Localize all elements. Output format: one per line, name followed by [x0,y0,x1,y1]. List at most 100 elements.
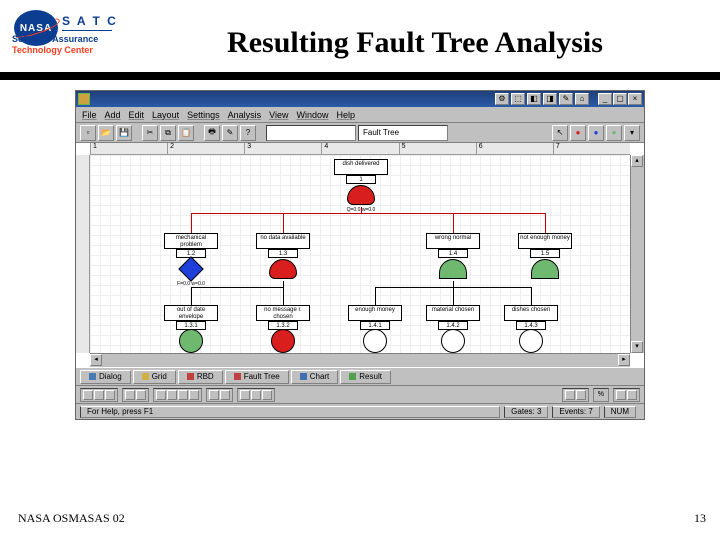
page-number: 13 [694,511,706,526]
ft-node-label: dish delivered [334,159,388,175]
and-gate-icon [531,259,559,279]
menu-file[interactable]: File [82,110,97,120]
titlebar-tool-icon[interactable]: ⚙ [495,93,509,105]
event-gate-icon [271,329,295,353]
nasa-satc-logo: NASA S A T C Software Assurance Technolo… [12,8,122,68]
menu-help[interactable]: Help [337,110,356,120]
print-button[interactable]: 🖶 [204,125,220,141]
ft-node-id: 1.5 [530,249,560,258]
status-events: Events: 7 [552,406,599,418]
ft-node-label: enough money [348,305,402,321]
ft-node-id: 1.3 [268,249,298,258]
tab-chart[interactable]: Chart [291,370,339,384]
ft-node-label: wrong normal [426,233,480,249]
zoom-field[interactable] [266,125,356,141]
cut-button[interactable]: ✂ [142,125,158,141]
close-button[interactable]: × [628,93,642,105]
menu-window[interactable]: Window [296,110,328,120]
tab-result[interactable]: Result [340,370,391,384]
titlebar-tool-icons: ⚙⬚◧◨✎⌂ [494,93,589,105]
titlebar-tool-icon[interactable]: ◧ [527,93,541,105]
ft-node-label: no data available [256,233,310,249]
horizontal-scrollbar[interactable]: ◂ ▸ [90,353,630,367]
menu-bar[interactable]: File Add Edit Layout Settings Analysis View Win… [76,107,644,123]
scroll-down-button[interactable]: ▾ [631,341,643,353]
tab-dialog[interactable]: Dialog [80,370,131,384]
help-button[interactable]: ? [240,125,256,141]
open-button[interactable]: 📂 [98,125,114,141]
tab-fault-tree[interactable]: Fault Tree [225,370,289,384]
scroll-up-button[interactable]: ▴ [631,155,643,167]
menu-layout[interactable]: Layout [152,110,179,120]
minimize-button[interactable]: _ [598,93,612,105]
scroll-left-button[interactable]: ◂ [90,354,102,366]
ft-node-label: dishes chosen [504,305,558,321]
ft-node-label: material chosen [426,305,480,321]
scroll-right-button[interactable]: ▸ [618,354,630,366]
menu-settings[interactable]: Settings [187,110,220,120]
menu-add[interactable]: Add [105,110,121,120]
status-gates: Gates: 3 [504,406,548,418]
view-combo[interactable]: Fault Tree [358,125,448,141]
ft-node-label: not enough money [518,233,572,249]
save-button[interactable]: 💾 [116,125,132,141]
ft-node-1.3.2[interactable]: no message r. chosen1.3.2 [256,305,310,352]
menu-view[interactable]: View [269,110,288,120]
titlebar-tool-icon[interactable]: ◨ [543,93,557,105]
event-gate-icon [519,329,543,353]
status-bar: For Help, press F1 Gates: 3 Events: 7 NU… [76,403,644,419]
canvas-area[interactable]: 1234567 ▴ ▾ ◂ ▸ dish delivered1Q=0.0 w=0… [76,143,644,367]
pointer-button[interactable]: ✎ [222,125,238,141]
satc-label: S A T C [62,14,118,28]
select-tool-button[interactable]: ↖ [552,125,568,141]
tab-rbd[interactable]: RBD [178,370,223,384]
fault-tree-diagram[interactable]: dish delivered1Q=0.0 w=0.0 mechanical pro… [90,155,630,353]
menu-analysis[interactable]: Analysis [228,110,262,120]
ft-node-1.2[interactable]: mechanical problem1.2F=0.0 w=0.0 [164,233,218,287]
more-tools-button[interactable]: ▾ [624,125,640,141]
options-strip[interactable]: % [76,385,644,403]
maximize-button[interactable]: ▢ [613,93,627,105]
ft-node-label: mechanical problem [164,233,218,249]
view-tab-strip[interactable]: DialogGridRBDFault TreeChartResult [76,367,644,385]
diamond-gate-icon [178,256,203,281]
ft-node-1.3[interactable]: no data available1.3 [256,233,310,280]
title-divider [0,72,720,80]
ft-node-1[interactable]: dish delivered1Q=0.0 w=0.0 [334,159,388,213]
new-button[interactable]: ▫ [80,125,96,141]
tab-icon [187,373,194,380]
ft-node-1.5[interactable]: not enough money1.5 [518,233,572,280]
tab-icon [300,373,307,380]
ft-node-label: no message r. chosen [256,305,310,321]
ft-node-1.3.1[interactable]: out of date envelope1.3.1 [164,305,218,352]
paste-button[interactable]: 📋 [178,125,194,141]
fault-tree-app-window: ⚙⬚◧◨✎⌂ _▢× FileAddEditLayoutSettingsAnal… [75,90,645,420]
tab-icon [89,373,96,380]
titlebar-tool-icon[interactable]: ⌂ [575,93,589,105]
event-gate-icon [441,329,465,353]
tab-grid[interactable]: Grid [133,370,176,384]
ft-node-id: 1 [346,175,376,184]
menu-edit[interactable]: Edit [129,110,145,120]
status-help: For Help, press F1 [80,406,500,418]
titlebar-tool-icon[interactable]: ✎ [559,93,573,105]
window-titlebar[interactable]: ⚙⬚◧◨✎⌂ _▢× [76,91,644,107]
event-tool-button[interactable]: ● [588,125,604,141]
and-gate-icon [439,259,467,279]
titlebar-tool-icon[interactable]: ⬚ [511,93,525,105]
toolbar[interactable]: ▫ 📂 💾 ✂ ⧉ 📋 🖶 ✎ ? Fault Tree ↖ ● ● ● ▾ [76,123,644,143]
or-gate-tool-button[interactable]: ● [570,125,586,141]
technology-center-label: Technology Center [12,45,93,55]
ft-node-1.4.2[interactable]: material chosen1.4.2 [426,305,480,352]
and-gate-tool-button[interactable]: ● [606,125,622,141]
software-assurance-label: Software Assurance [12,34,98,44]
or-gate-icon [269,259,297,279]
ft-node-1.4.1[interactable]: enough money1.4.1 [348,305,402,352]
ft-node-1.4.3[interactable]: dishes chosen1.4.3 [504,305,558,352]
copy-button[interactable]: ⧉ [160,125,176,141]
app-icon [78,93,90,105]
horizontal-ruler: 1234567 [90,143,630,155]
ft-node-1.4[interactable]: wrong normal1.4 [426,233,480,280]
footer-left: NASA OSMASAS 02 [18,511,125,526]
vertical-scrollbar[interactable]: ▴ ▾ [630,155,644,353]
